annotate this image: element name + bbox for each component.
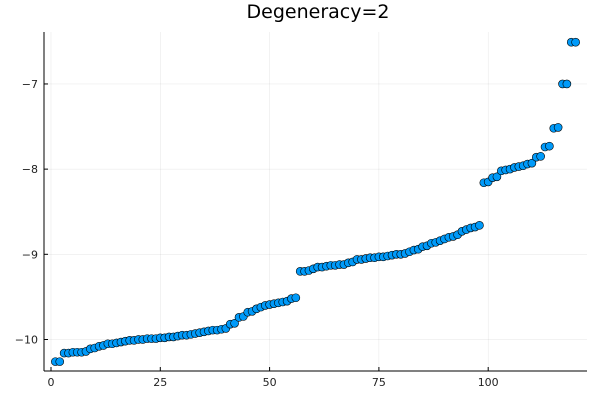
data-point [536, 152, 545, 161]
x-tick-label: 0 [47, 376, 54, 389]
x-tick-label: 50 [263, 376, 277, 389]
data-point [571, 37, 580, 47]
data-point [527, 158, 537, 168]
data-point [291, 293, 301, 303]
data-point [492, 172, 502, 182]
x-tick-label: 75 [372, 376, 386, 389]
data-point [562, 79, 572, 89]
data-points [51, 37, 580, 366]
data-point [545, 141, 554, 151]
y-tick-label: −9 [22, 248, 38, 261]
y-tick-label: −7 [22, 78, 38, 91]
data-point [55, 357, 65, 366]
grid-lines [44, 32, 587, 371]
tick-labels: 0 25 50 75 100 −10 −9 −8 −7 [15, 78, 499, 389]
chart-title: Degeneracy=2 [247, 1, 390, 23]
x-tick-label: 100 [478, 376, 499, 389]
data-point [475, 221, 484, 230]
y-tick-label: −8 [22, 163, 38, 176]
y-tick-label: −10 [15, 333, 38, 346]
data-point [230, 318, 239, 328]
x-tick-label: 25 [153, 376, 167, 389]
data-point [553, 123, 563, 132]
axes [43, 32, 587, 372]
